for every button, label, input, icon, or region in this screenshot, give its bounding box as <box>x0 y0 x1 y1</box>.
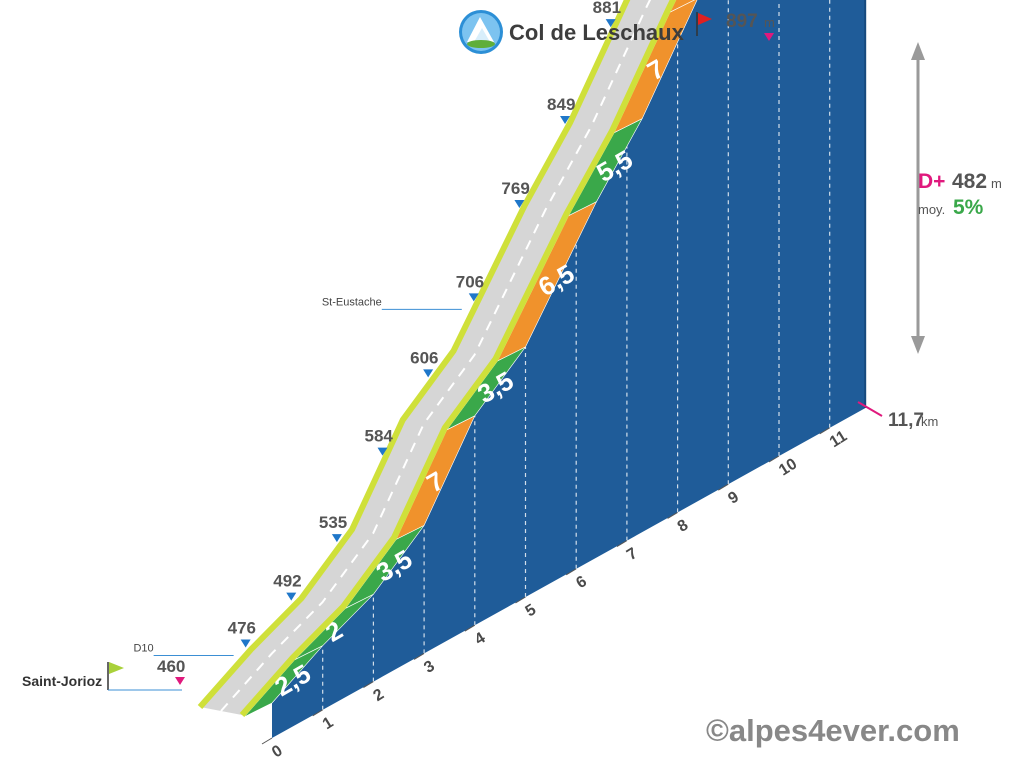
km-tick <box>565 568 577 576</box>
altitude-marker-icon <box>560 115 571 124</box>
altitude-marker-icon <box>605 19 616 28</box>
gradient-segment <box>669 0 695 13</box>
altitude-label: 535 <box>319 513 347 532</box>
start-marker-icon <box>175 677 185 685</box>
dplus-value: 482 <box>952 170 987 193</box>
total-distance: 11,7 <box>888 410 924 431</box>
profile-wall <box>272 0 867 738</box>
altitude-marker-icon <box>331 534 342 543</box>
avg-label: moy. <box>918 202 945 217</box>
km-tick <box>819 427 830 435</box>
start-flag-icon <box>107 662 124 690</box>
km-tick <box>363 681 374 689</box>
altitude-marker-icon <box>240 639 251 648</box>
dplus-label: D+ <box>918 170 945 193</box>
km-tick <box>616 540 628 548</box>
altitude-markers <box>240 19 616 648</box>
road-centerline <box>220 0 652 712</box>
place-label: D10 <box>133 642 153 654</box>
stats-block: D+ 482 m moy. 5% <box>911 42 1002 354</box>
km-tick <box>464 624 476 632</box>
altitude-label: 706 <box>456 272 484 291</box>
up-down-arrow-icon <box>911 42 925 354</box>
summit-marker-icon <box>764 33 774 41</box>
distance-unit: km <box>921 414 938 429</box>
altitude-marker-icon <box>423 369 434 378</box>
km-tick-label: 10 <box>776 455 800 479</box>
altitude-label: 584 <box>365 427 394 446</box>
summit-flag-icon <box>696 12 712 36</box>
km-tick <box>413 652 425 660</box>
km-tick <box>312 709 323 717</box>
start-altitude: 460 <box>157 657 185 676</box>
km-tick-label: 11 <box>827 428 850 451</box>
km-tick <box>768 455 780 463</box>
start-name: Saint-Jorioz <box>22 673 102 689</box>
wall-area <box>272 0 866 738</box>
km-tick <box>718 483 729 491</box>
place-label: St-Eustache <box>322 296 382 308</box>
altitude-label: 606 <box>410 348 438 367</box>
altitude-label: 849 <box>547 95 575 114</box>
km-tick-label: 3 <box>421 658 438 677</box>
road-strip <box>197 0 677 717</box>
km-tick-label: 0 <box>269 742 286 761</box>
altitude-label: 476 <box>228 618 256 637</box>
altitude-marker-icon <box>377 447 388 456</box>
road-curb-left <box>197 0 631 709</box>
km-tick-label: 8 <box>675 517 692 536</box>
altitude-label: 881 <box>593 0 621 17</box>
km-tick-label: 7 <box>624 545 641 564</box>
summit-unit: m <box>764 15 775 30</box>
altitude-marker-icon <box>468 293 479 302</box>
km-tick-label: 4 <box>472 629 489 648</box>
altitude-marker-icon <box>514 200 525 209</box>
km-tick <box>261 737 273 745</box>
road-surface <box>200 0 673 715</box>
km-tick-label: 5 <box>523 601 540 620</box>
avg-value: 5% <box>953 196 984 219</box>
altitude-marker-icon <box>286 592 297 601</box>
start-block: Saint-Jorioz 460 <box>22 657 185 691</box>
dplus-unit: m <box>991 176 1002 191</box>
km-tick-label: 9 <box>725 488 742 507</box>
altitude-label: 769 <box>501 179 529 198</box>
km-tick <box>515 596 526 604</box>
km-tick-label: 6 <box>573 573 590 592</box>
altitude-label: 492 <box>273 572 301 591</box>
climb-title: Col de Leschaux <box>509 20 685 45</box>
km-tick-label: 2 <box>371 686 388 705</box>
mountain-logo-icon <box>459 10 503 54</box>
distance-block: 11,7 km <box>857 401 938 431</box>
header: Col de Leschaux 897 m <box>459 10 775 54</box>
km-tick-label: 1 <box>320 714 337 733</box>
road-curb-right <box>239 0 677 717</box>
summit-altitude: 897 <box>726 11 758 32</box>
credit-watermark: ©alpes4ever.com <box>706 713 960 748</box>
km-tick <box>667 511 678 519</box>
altitude-labels: 476 D10 492 535 584 606 706 St-Eustache 769 849 88… <box>133 0 621 656</box>
